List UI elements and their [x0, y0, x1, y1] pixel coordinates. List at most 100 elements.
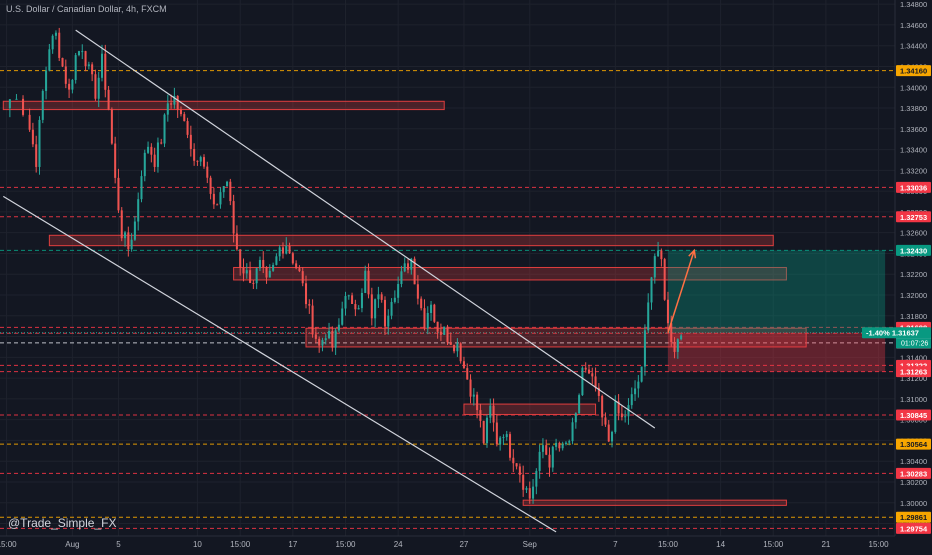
- y-tick-label: 1.32000: [900, 291, 927, 300]
- candle-body: [41, 90, 44, 120]
- candle-body: [351, 295, 354, 305]
- price-label: 1.30564: [900, 440, 928, 449]
- candle-body: [324, 338, 327, 341]
- x-tick-label: 15:00: [763, 540, 784, 549]
- candle-body: [133, 221, 136, 240]
- x-tick-label: Sep: [523, 540, 538, 549]
- candle-body: [360, 292, 363, 309]
- candle-body: [58, 32, 61, 58]
- x-tick-label: 21: [821, 540, 830, 549]
- x-tick-label: 15:00: [869, 540, 890, 549]
- candle-body: [35, 144, 38, 167]
- candle-body: [630, 394, 633, 406]
- candle-body: [91, 64, 94, 75]
- candle-body: [74, 55, 77, 80]
- y-tick-label: 1.34800: [900, 0, 927, 9]
- candle-body: [291, 253, 294, 264]
- candle-body: [462, 361, 465, 369]
- candle-body: [94, 74, 97, 99]
- candle-body: [137, 199, 140, 222]
- candle-body: [676, 339, 679, 352]
- candle-body: [61, 57, 64, 67]
- candle-body: [304, 283, 308, 305]
- y-tick-label: 1.33400: [900, 146, 927, 155]
- candle-body: [275, 256, 278, 265]
- candle-body: [492, 405, 495, 423]
- x-tick-label: 7: [613, 540, 618, 549]
- price-label: 1.30283: [900, 469, 927, 478]
- candle-body: [594, 376, 597, 388]
- candle-body: [439, 331, 442, 335]
- x-tick-label: 24: [394, 540, 403, 549]
- candle-body: [54, 32, 57, 36]
- candle-body: [508, 434, 512, 458]
- candle-body: [423, 308, 426, 329]
- candle-body: [143, 152, 146, 177]
- candle-body: [120, 210, 123, 239]
- candle-body: [262, 259, 265, 268]
- price-label: 1.32430: [900, 246, 927, 255]
- candle-body: [354, 304, 357, 310]
- candle-body: [140, 176, 143, 200]
- candle-body: [186, 121, 189, 135]
- candle-body: [285, 246, 288, 254]
- candle-body: [183, 114, 186, 122]
- candle-body: [637, 381, 640, 389]
- candle-body: [680, 335, 683, 340]
- candle-body: [281, 247, 284, 254]
- candle-body: [232, 201, 235, 234]
- candle-body: [532, 486, 535, 499]
- countdown-bg: [896, 338, 931, 349]
- current-price-bg: [862, 327, 931, 339]
- price-label: 1.30845: [900, 411, 927, 420]
- arrow-head: [688, 248, 697, 259]
- candle-body: [166, 103, 169, 115]
- candle-body: [380, 294, 383, 300]
- channel-line: [2, 195, 557, 533]
- candle-body: [485, 417, 489, 444]
- candle-body: [387, 315, 390, 327]
- sr-zone: [2, 100, 445, 111]
- candle-body: [383, 299, 387, 327]
- candle-body: [252, 282, 255, 284]
- trendlines-layer[interactable]: [2, 29, 697, 533]
- candle-body: [212, 193, 215, 205]
- candle-body: [578, 395, 581, 414]
- candle-body: [28, 114, 31, 130]
- y-tick-label: 1.31400: [900, 353, 927, 362]
- candle-body: [318, 338, 321, 346]
- candle-body: [476, 394, 479, 411]
- candle-body: [558, 442, 561, 449]
- candle-body: [344, 296, 347, 309]
- candle-body: [64, 66, 67, 84]
- candle-body: [446, 326, 449, 343]
- price-axis: [895, 0, 932, 550]
- candle-body: [627, 405, 630, 417]
- candle-body: [522, 474, 525, 490]
- candle-body: [216, 204, 219, 206]
- candle-body: [512, 457, 515, 464]
- candle-body: [311, 305, 314, 335]
- candle-body: [31, 129, 34, 145]
- candle-body: [548, 454, 551, 468]
- candle-body: [564, 442, 567, 445]
- candle-body: [643, 330, 646, 367]
- target-zone: [667, 250, 886, 333]
- candle-body: [403, 263, 406, 272]
- candle-body: [288, 246, 291, 254]
- candle-body: [22, 98, 25, 115]
- candle-body: [258, 259, 261, 269]
- price-label-bg: [896, 522, 931, 534]
- candle-body: [555, 442, 558, 447]
- x-tick-label: 5: [116, 540, 121, 549]
- y-tick-label: 1.30000: [900, 499, 927, 508]
- x-tick-label: 10: [193, 540, 202, 549]
- y-tick-label: 1.33600: [900, 125, 927, 134]
- price-label: 1.29861: [900, 513, 927, 522]
- candle-body: [551, 446, 554, 468]
- long-position-tool[interactable]: [667, 250, 886, 372]
- candle-body: [653, 256, 656, 278]
- candle-body: [173, 95, 176, 105]
